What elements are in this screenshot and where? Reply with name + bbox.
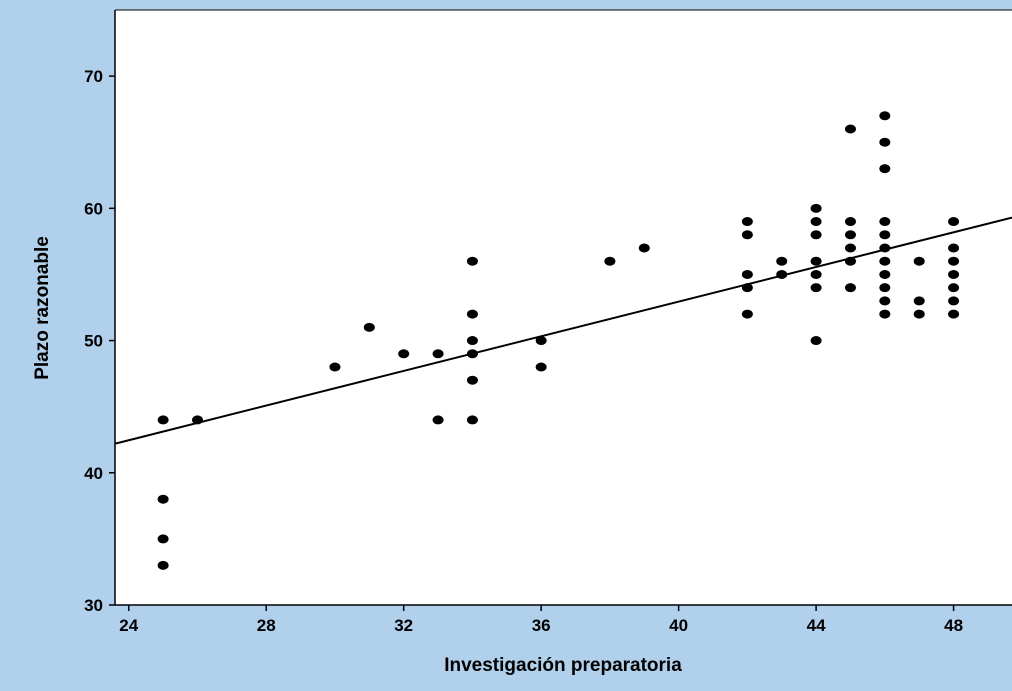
- y-axis-title: Plazo razonable: [32, 236, 53, 380]
- data-point: [433, 415, 444, 424]
- data-point: [742, 270, 753, 279]
- data-point: [467, 257, 478, 266]
- data-point: [879, 296, 890, 305]
- y-tick-label: 70: [84, 67, 103, 86]
- data-point: [879, 164, 890, 173]
- data-point: [158, 415, 169, 424]
- data-point: [536, 363, 547, 372]
- data-point: [364, 323, 375, 332]
- data-point: [329, 363, 340, 372]
- data-point: [158, 495, 169, 504]
- data-point: [742, 310, 753, 319]
- data-point: [811, 336, 822, 345]
- data-point: [879, 257, 890, 266]
- data-point: [158, 534, 169, 543]
- data-point: [742, 283, 753, 292]
- data-point: [433, 349, 444, 358]
- data-point: [948, 257, 959, 266]
- data-point: [776, 257, 787, 266]
- data-point: [879, 230, 890, 239]
- data-point: [914, 257, 925, 266]
- x-tick-label: 32: [394, 616, 413, 635]
- y-tick-label: 30: [84, 596, 103, 615]
- data-point: [914, 310, 925, 319]
- data-point: [776, 270, 787, 279]
- data-point: [467, 415, 478, 424]
- data-point: [467, 336, 478, 345]
- data-point: [811, 283, 822, 292]
- data-point: [845, 283, 856, 292]
- data-point: [879, 310, 890, 319]
- data-point: [845, 230, 856, 239]
- data-point: [467, 310, 478, 319]
- data-point: [879, 217, 890, 226]
- data-point: [879, 270, 890, 279]
- data-point: [811, 230, 822, 239]
- data-point: [742, 217, 753, 226]
- data-point: [948, 310, 959, 319]
- data-point: [811, 270, 822, 279]
- data-point: [811, 204, 822, 213]
- data-point: [948, 217, 959, 226]
- data-point: [948, 270, 959, 279]
- data-point: [536, 336, 547, 345]
- data-point: [845, 244, 856, 253]
- x-tick-label: 44: [807, 616, 826, 635]
- x-tick-label: 28: [257, 616, 276, 635]
- data-point: [604, 257, 615, 266]
- x-tick-label: 48: [944, 616, 963, 635]
- y-tick-label: 60: [84, 199, 103, 218]
- data-point: [845, 257, 856, 266]
- data-point: [879, 283, 890, 292]
- data-point: [639, 244, 650, 253]
- data-point: [914, 296, 925, 305]
- data-point: [467, 376, 478, 385]
- data-point: [948, 244, 959, 253]
- y-tick-label: 40: [84, 464, 103, 483]
- x-axis-title: Investigación preparatoria: [444, 655, 682, 676]
- data-point: [879, 244, 890, 253]
- x-tick-label: 24: [119, 616, 138, 635]
- data-point: [811, 217, 822, 226]
- data-point: [845, 125, 856, 134]
- data-point: [742, 230, 753, 239]
- data-point: [192, 415, 203, 424]
- data-point: [467, 349, 478, 358]
- plot-area: [115, 10, 1012, 605]
- data-point: [879, 138, 890, 147]
- y-tick-label: 50: [84, 332, 103, 351]
- x-tick-label: 36: [532, 616, 551, 635]
- data-point: [158, 561, 169, 570]
- data-point: [811, 257, 822, 266]
- data-point: [879, 111, 890, 120]
- data-point: [948, 296, 959, 305]
- x-tick-label: 40: [669, 616, 688, 635]
- data-point: [948, 283, 959, 292]
- data-point: [398, 349, 409, 358]
- data-point: [845, 217, 856, 226]
